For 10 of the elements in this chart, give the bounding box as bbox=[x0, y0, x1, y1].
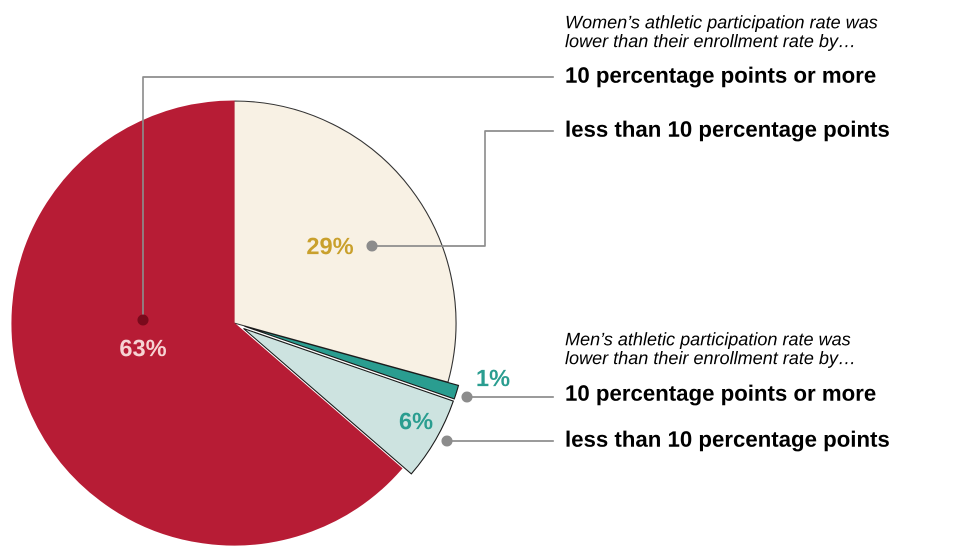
slice-label: 10 percentage points or more bbox=[566, 384, 876, 406]
data-label: 6% bbox=[400, 412, 432, 430]
data-label: 1% bbox=[477, 370, 510, 386]
slice-label: less than 10 percentage points bbox=[566, 120, 889, 142]
slice-label: 10 percentage points or more bbox=[566, 66, 876, 88]
data-label: 63% bbox=[120, 340, 166, 356]
text: Men’s athletic participation rate was lower than their enrollment rate by… bbox=[565, 332, 854, 368]
slice-label: less than 10 percentage points bbox=[566, 430, 889, 452]
text: Women’s athletic participation rate was lower than their enrollment rate by… bbox=[565, 15, 878, 51]
data-label: 29% bbox=[307, 238, 354, 254]
